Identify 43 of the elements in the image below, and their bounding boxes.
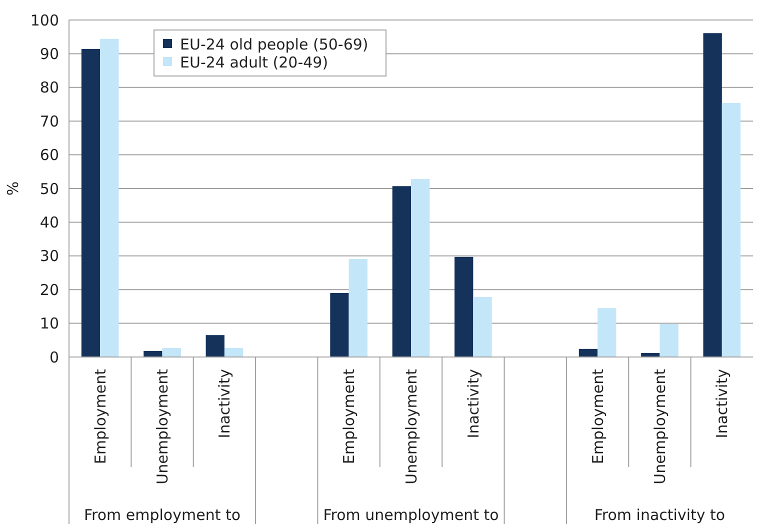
bar <box>454 256 474 357</box>
bar <box>598 308 616 357</box>
bar <box>144 350 162 357</box>
bar <box>100 38 119 357</box>
x-tick-label: Inactivity <box>464 368 482 438</box>
bar <box>206 335 224 357</box>
text: From unemployment to <box>323 506 499 524</box>
bar <box>392 186 411 357</box>
text: From inactivity to <box>594 506 726 524</box>
bar <box>411 179 430 357</box>
x-tick-label: Inactivity <box>216 368 234 438</box>
bar <box>703 33 722 357</box>
bar <box>660 324 678 357</box>
legend-label: EU-24 adult (20-49) <box>180 53 328 72</box>
x-tick-label: Employment <box>91 368 110 464</box>
bar <box>578 348 598 357</box>
y-tick-label: 70 <box>40 112 59 130</box>
y-tick-label: 10 <box>40 314 59 333</box>
y-tick-label: 40 <box>40 213 59 232</box>
x-tick-label: Employment <box>588 368 607 464</box>
bar <box>330 292 349 357</box>
y-tick-label: 0 <box>49 348 59 366</box>
y-tick-label: 100 <box>30 11 59 30</box>
legend-label: EU-24 old people (50-69) <box>180 35 368 54</box>
y-tick-label: 60 <box>40 146 59 164</box>
y-tick-label: 50 <box>40 180 59 198</box>
y-tick-label: 30 <box>40 247 59 266</box>
bar <box>162 348 181 357</box>
bar <box>722 102 741 357</box>
x-tick-label: Employment <box>340 368 358 464</box>
bar <box>348 258 368 357</box>
x-tick-label: Unemployment <box>650 368 669 484</box>
x-tick-label: Unemployment <box>154 368 172 484</box>
x-tick-label: Unemployment <box>402 368 420 484</box>
y-tick-label: 90 <box>40 44 59 63</box>
bar <box>224 348 244 357</box>
bar <box>81 48 100 357</box>
text: From employment to <box>84 506 241 524</box>
y-axis-title: % <box>4 181 22 196</box>
x-tick-label: Inactivity <box>713 368 732 438</box>
y-tick-label: 80 <box>40 78 59 97</box>
y-tick-label: 20 <box>40 280 59 299</box>
bar <box>473 297 492 357</box>
